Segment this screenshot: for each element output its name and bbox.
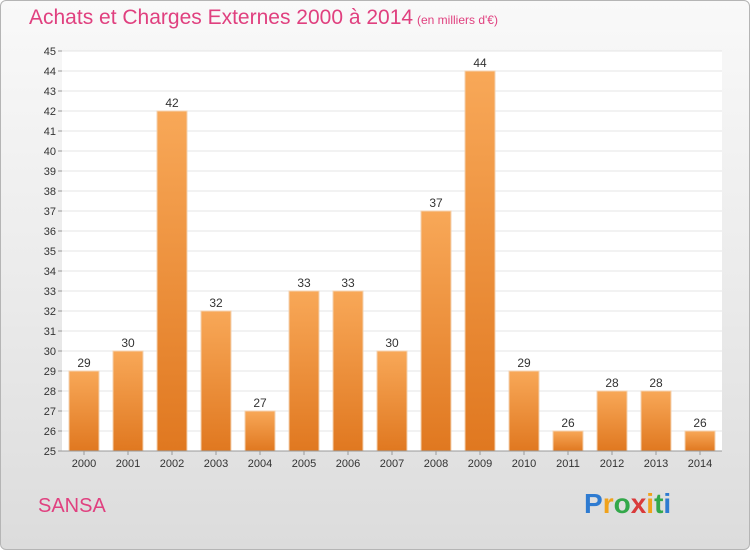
bar-2005: [288, 290, 320, 452]
bar-2014: [684, 430, 716, 452]
y-tick-label: 39: [44, 166, 56, 178]
y-tick-label: 43: [44, 86, 56, 98]
bar-2012: [596, 390, 628, 452]
value-label: 28: [649, 376, 663, 390]
bar-2002: [156, 110, 188, 452]
y-tick-label: 37: [44, 206, 56, 218]
x-tick-label: 2012: [600, 458, 624, 470]
x-tick-label: 2010: [512, 458, 536, 470]
chart-title: Achats et Charges Externes 2000 à 2014: [29, 6, 414, 29]
y-tick-label: 26: [44, 426, 56, 438]
bar-2008: [420, 210, 452, 452]
x-tick-label: 2006: [336, 458, 360, 470]
y-tick-label: 30: [44, 346, 56, 358]
x-tick-label: 2008: [424, 458, 448, 470]
value-label: 29: [517, 356, 531, 370]
proxiti-logo[interactable]: Proxiti: [584, 488, 672, 519]
x-tick-label: 2004: [248, 458, 272, 470]
value-label: 42: [165, 96, 179, 110]
value-label: 32: [209, 296, 223, 310]
x-tick-label: 2003: [204, 458, 228, 470]
value-label: 29: [77, 356, 91, 370]
y-tick-label: 41: [44, 126, 56, 138]
y-axis-ticks: 25 26 27 28 29 30 31 32 33 34 35 36 37 38 39 40 41 42 43 44…: [44, 46, 62, 458]
y-tick-label: 25: [44, 446, 56, 458]
y-tick-label: 38: [44, 186, 56, 198]
y-tick-label: 42: [44, 106, 56, 118]
bar-2013: [640, 390, 672, 452]
bar-2001: [112, 350, 144, 452]
bar-2006: [332, 290, 364, 452]
bar-2004: [244, 410, 276, 452]
x-tick-label: 2005: [292, 458, 316, 470]
commune-name: SANSA: [38, 495, 106, 517]
y-tick-label: 28: [44, 386, 56, 398]
bar-2000: [68, 370, 100, 452]
y-tick-label: 40: [44, 146, 56, 158]
x-axis-ticks: 2000 2001 2002 2003 2004 2005 2006 2007 2008 2009…: [72, 451, 712, 470]
y-tick-label: 32: [44, 306, 56, 318]
bar-2003: [200, 310, 232, 452]
x-tick-label: 2009: [468, 458, 492, 470]
value-label: 30: [121, 336, 135, 350]
y-tick-label: 31: [44, 326, 56, 338]
bar-2009: [464, 70, 496, 452]
value-label: 30: [385, 336, 399, 350]
y-tick-label: 45: [44, 46, 56, 58]
value-labels: 29 30 42 32 27 33 33 30 37 44 29 26 28 28 26: [77, 56, 707, 430]
x-tick-label: 2002: [160, 458, 184, 470]
value-label: 26: [693, 416, 707, 430]
y-tick-label: 35: [44, 246, 56, 258]
y-tick-label: 27: [44, 406, 56, 418]
value-label: 33: [341, 276, 355, 290]
x-tick-label: 2001: [116, 458, 140, 470]
x-tick-label: 2013: [644, 458, 668, 470]
y-tick-label: 29: [44, 366, 56, 378]
chart-unit: (en milliers d'€): [417, 13, 498, 27]
y-tick-label: 33: [44, 286, 56, 298]
y-tick-label: 44: [44, 66, 56, 78]
x-tick-label: 2007: [380, 458, 404, 470]
bar-2010: [508, 370, 540, 452]
y-tick-label: 36: [44, 226, 56, 238]
bar-2011: [552, 430, 584, 452]
bar-2007: [376, 350, 408, 452]
x-tick-label: 2011: [556, 458, 580, 470]
value-label: 26: [561, 416, 575, 430]
value-label: 44: [473, 56, 487, 70]
value-label: 27: [253, 396, 267, 410]
x-tick-label: 2000: [72, 458, 96, 470]
x-tick-label: 2014: [688, 458, 712, 470]
value-label: 28: [605, 376, 619, 390]
y-tick-label: 34: [44, 266, 56, 278]
value-label: 33: [297, 276, 311, 290]
value-label: 37: [429, 196, 443, 210]
bars: [68, 70, 716, 452]
